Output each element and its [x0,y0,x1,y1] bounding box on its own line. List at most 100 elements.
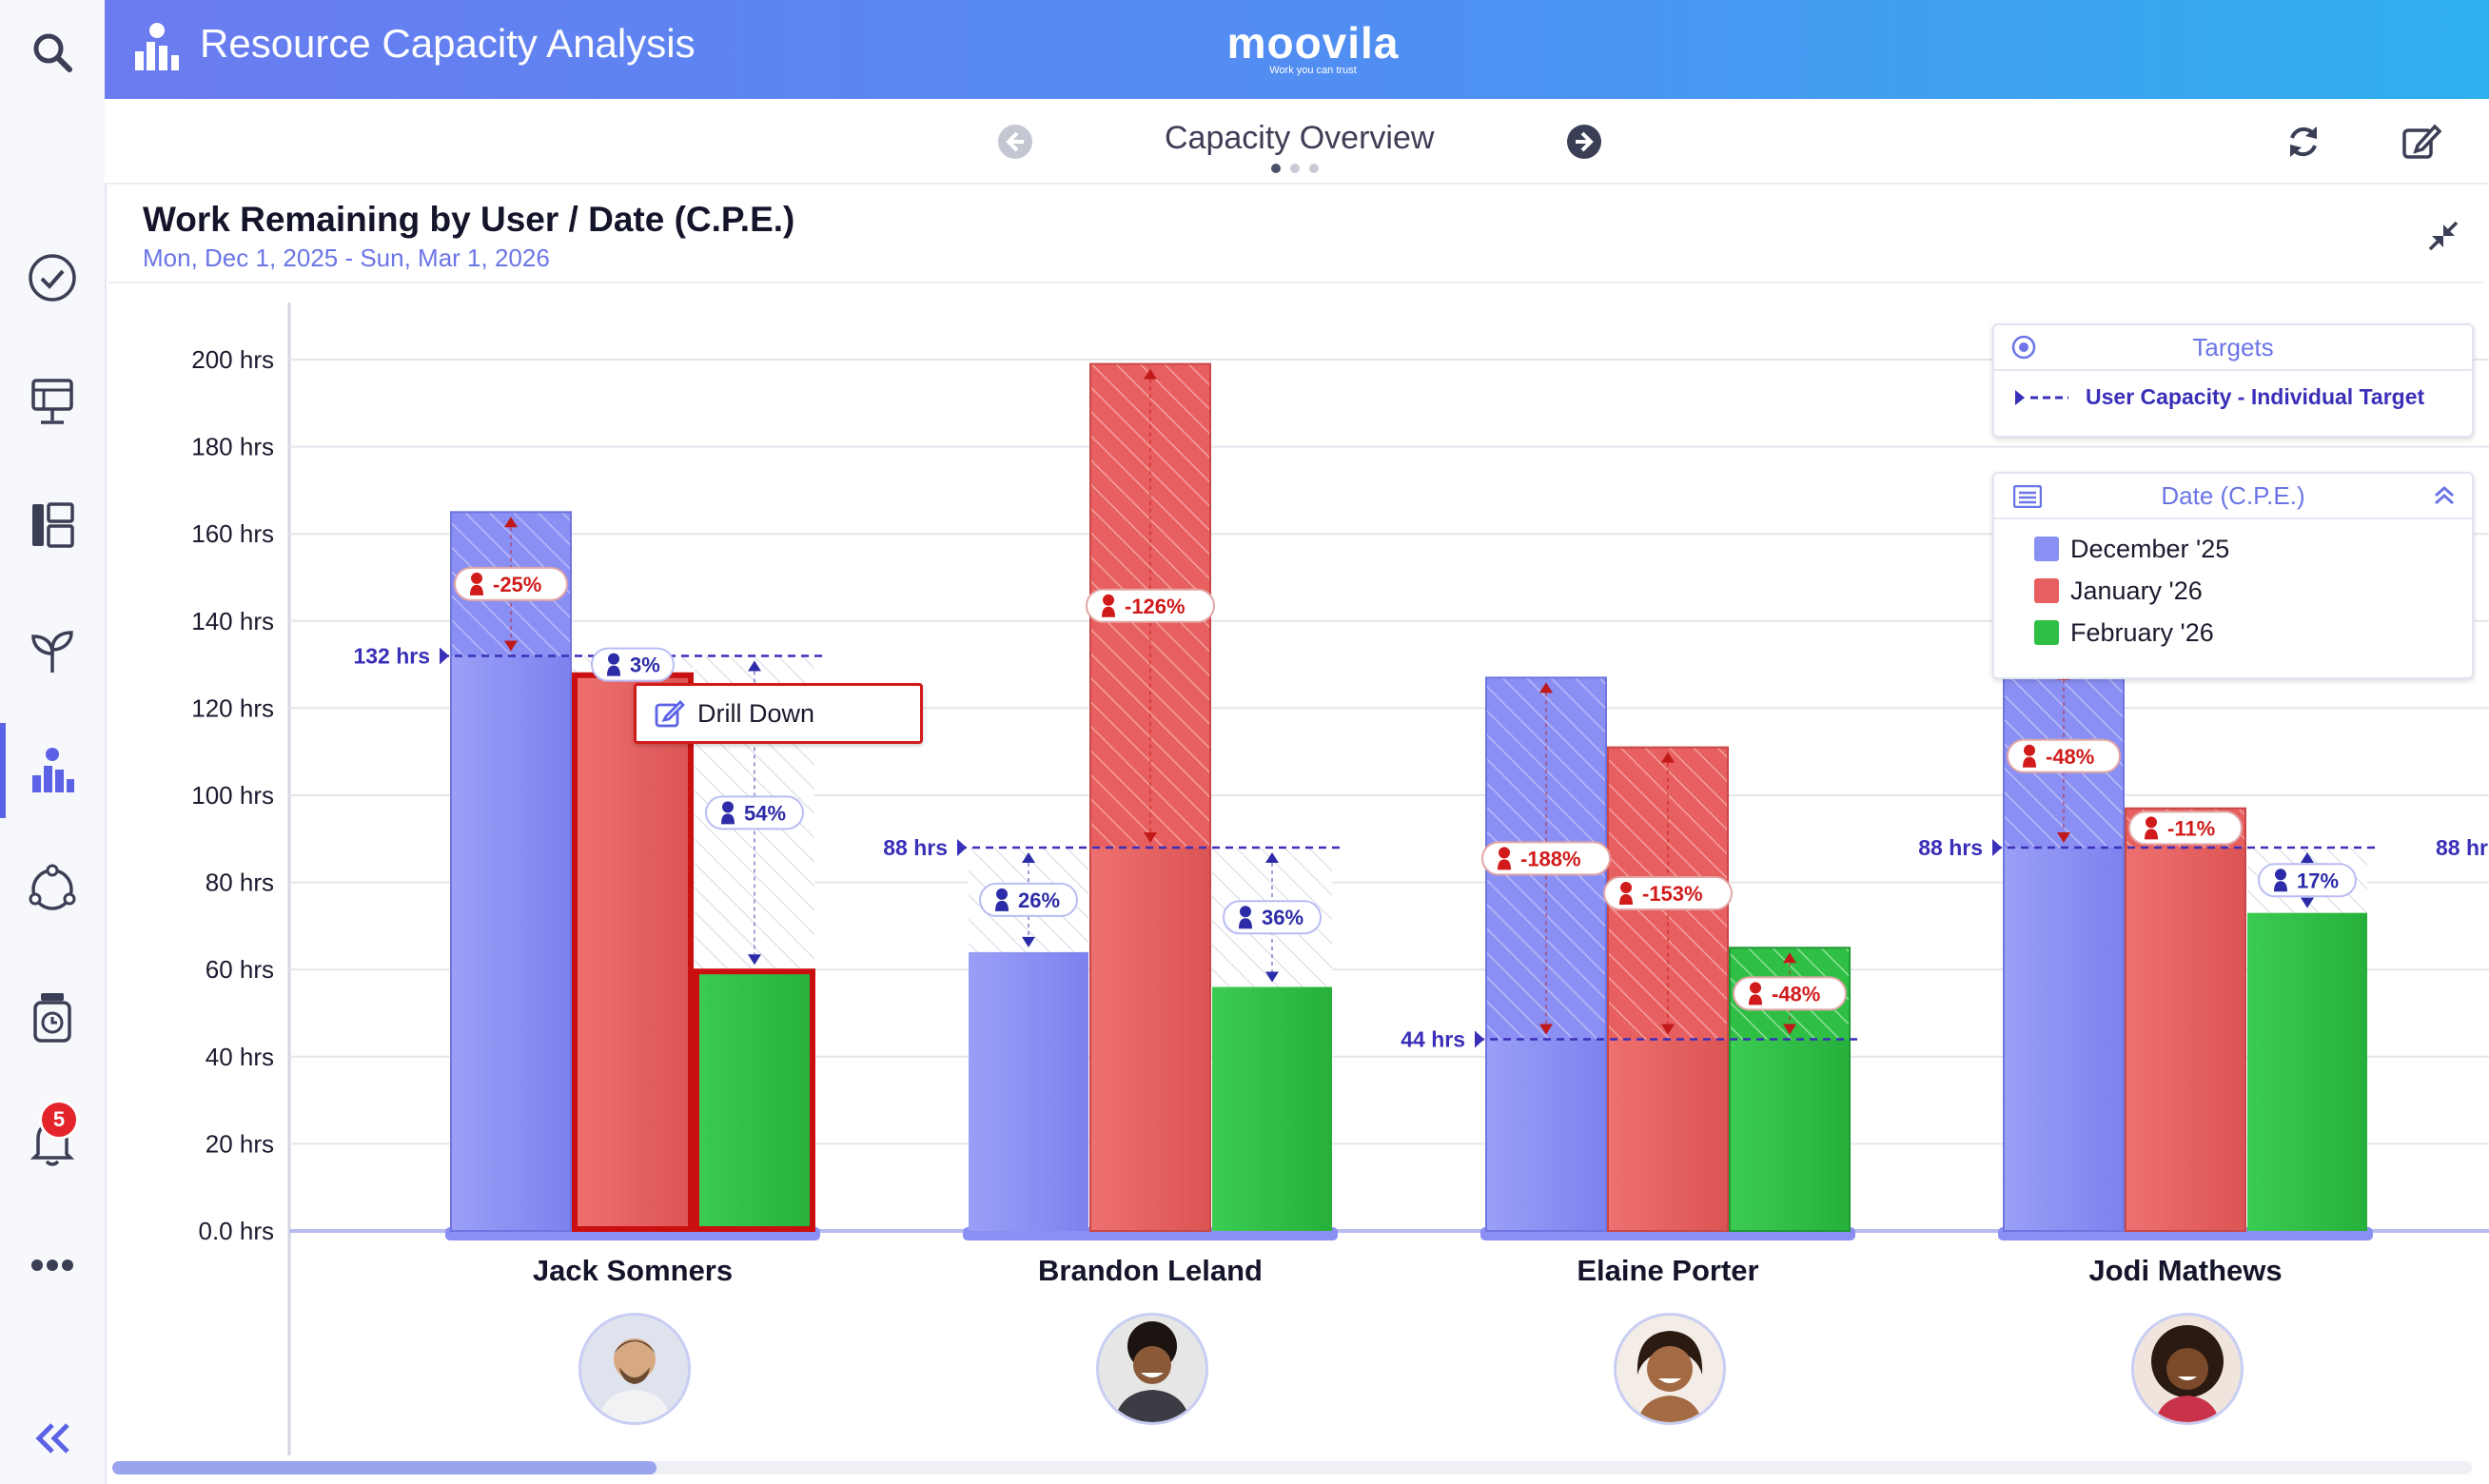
bar-february-26 [1730,1039,1850,1231]
variance-arrow-top [1539,682,1553,693]
app-header: Resource Capacity Analysis moovila Work … [105,0,2489,99]
legend-label: January '26 [2070,576,2203,605]
category-label: Jodi Mathews [2088,1254,2282,1287]
previous-view-button[interactable] [991,118,1039,166]
y-tick-label: 20 hrs [206,1129,274,1158]
bar-december-25 [969,951,1088,1231]
variance-badge: 54% [705,795,804,830]
refresh-icon[interactable] [2280,118,2327,166]
avatar-jack-somners[interactable] [578,1313,691,1425]
bar-outline [1089,362,1211,1232]
variance-arrow-top [748,660,761,672]
legend-swatch [2034,578,2059,603]
variance-badge: 3% [591,647,675,682]
user-icon [1103,594,1114,606]
bar-outline [1607,746,1729,1232]
cycle-icon[interactable] [24,861,81,918]
legend-item-december[interactable]: December '25 [2034,533,2229,565]
variance-arrow-top [1144,368,1157,380]
collapse-sidebar-icon[interactable] [24,1410,81,1467]
user-icon [2146,816,2157,829]
left-sidebar: 5 [0,0,107,1484]
variance-arrow-top [1022,851,1035,863]
variance-arrow-bottom [1783,1024,1796,1035]
user-icon [1499,847,1510,859]
user-icon [1750,982,1761,994]
user-icon [1239,918,1252,929]
drill-down-label: Drill Down [697,698,815,728]
panel-title: Work Remaining by User / Date (C.P.E.) [143,200,795,239]
presentation-board-icon[interactable] [24,373,81,430]
variance-label: -25% [493,573,541,596]
bar-february-26 [2247,912,2367,1231]
user-icon [2024,744,2035,756]
category-label: Jack Somners [533,1254,733,1287]
target-label: 88 hrs [883,835,948,860]
variance-badge: 36% [1223,900,1322,935]
user-icon [608,653,619,665]
target-label: 88 hrs [1918,835,1983,860]
search-icon[interactable] [24,24,81,81]
drill-down-menu-item[interactable]: Drill Down [634,683,923,744]
notifications-bell-icon[interactable]: 5 [24,1100,81,1170]
collapse-up-icon[interactable] [2432,483,2457,508]
bar-february-26 [695,969,814,1231]
y-tick-label: 140 hrs [191,607,274,635]
layout-icon[interactable] [24,497,81,554]
next-view-button[interactable] [1560,118,1608,166]
legend-item-february[interactable]: February '26 [2034,616,2214,649]
scrollbar-thumb[interactable] [112,1461,657,1474]
variance-arrow-top [1265,851,1279,863]
seedling-icon[interactable] [24,623,81,680]
bar-february-26 [1212,986,1332,1231]
brand-logo: moovila Work you can trust [1218,17,1408,76]
notification-count-badge: 5 [39,1100,79,1140]
avatar-elaine-porter[interactable] [1614,1313,1726,1425]
more-icon[interactable] [24,1237,81,1294]
bar-january-26 [1090,847,1210,1231]
variance-arrow-bottom [1539,1024,1553,1035]
variance-label: -11% [2167,816,2215,840]
avatar-jodi-mathews[interactable] [2131,1313,2244,1425]
check-circle-icon[interactable] [24,249,81,306]
variance-arrow-bottom [504,640,518,652]
bar-outline [450,511,572,1232]
user-icon [721,813,735,825]
bar-december-25 [2004,847,2124,1231]
resources-chart-icon[interactable] [24,742,81,799]
target-line-marker-icon [2015,390,2068,405]
bar-december-25 [451,655,571,1231]
brand-tagline: Work you can trust [1269,65,1357,76]
y-tick-label: 0.0 hrs [199,1217,275,1245]
view-title: Capacity Overview [1165,120,1435,156]
variance-badge: -153% [1603,876,1733,911]
date-range-subtitle: Mon, Dec 1, 2025 - Sun, Mar 1, 2026 [143,244,550,272]
minimize-icon[interactable] [2422,215,2464,257]
page-indicator [1271,164,1319,173]
user-icon [471,572,482,584]
avatar-brandon-leland[interactable] [1096,1313,1208,1425]
target-legend-item[interactable]: User Capacity - Individual Target [2086,384,2425,409]
variance-arrow-bottom [1265,971,1279,983]
bar-december-25 [1486,1039,1606,1231]
target-marker [1992,838,2002,856]
bar-january-26 [573,673,693,1231]
bar-january-26 [1608,1039,1728,1231]
variance-label: -188% [1520,847,1581,870]
variance-badge-bg [1603,876,1733,911]
view-toolbar: Capacity Overview [105,99,2489,185]
variance-arrow-top [2301,851,2314,863]
legend-item-january[interactable]: January '26 [2034,575,2203,607]
list-icon [2013,485,2042,508]
variance-label: 36% [1262,906,1303,929]
horizontal-scrollbar[interactable] [112,1461,2472,1474]
active-nav-indicator [0,723,6,818]
timer-jar-icon[interactable] [24,989,81,1046]
target-marker [440,647,449,665]
date-legend-title: Date (C.P.E.) [2161,481,2305,510]
user-icon [2023,756,2036,768]
y-tick-label: 80 hrs [206,869,274,897]
variance-badge: 17% [2258,863,2357,898]
bar-january-26 [2126,847,2245,1231]
edit-icon[interactable] [2398,118,2445,166]
